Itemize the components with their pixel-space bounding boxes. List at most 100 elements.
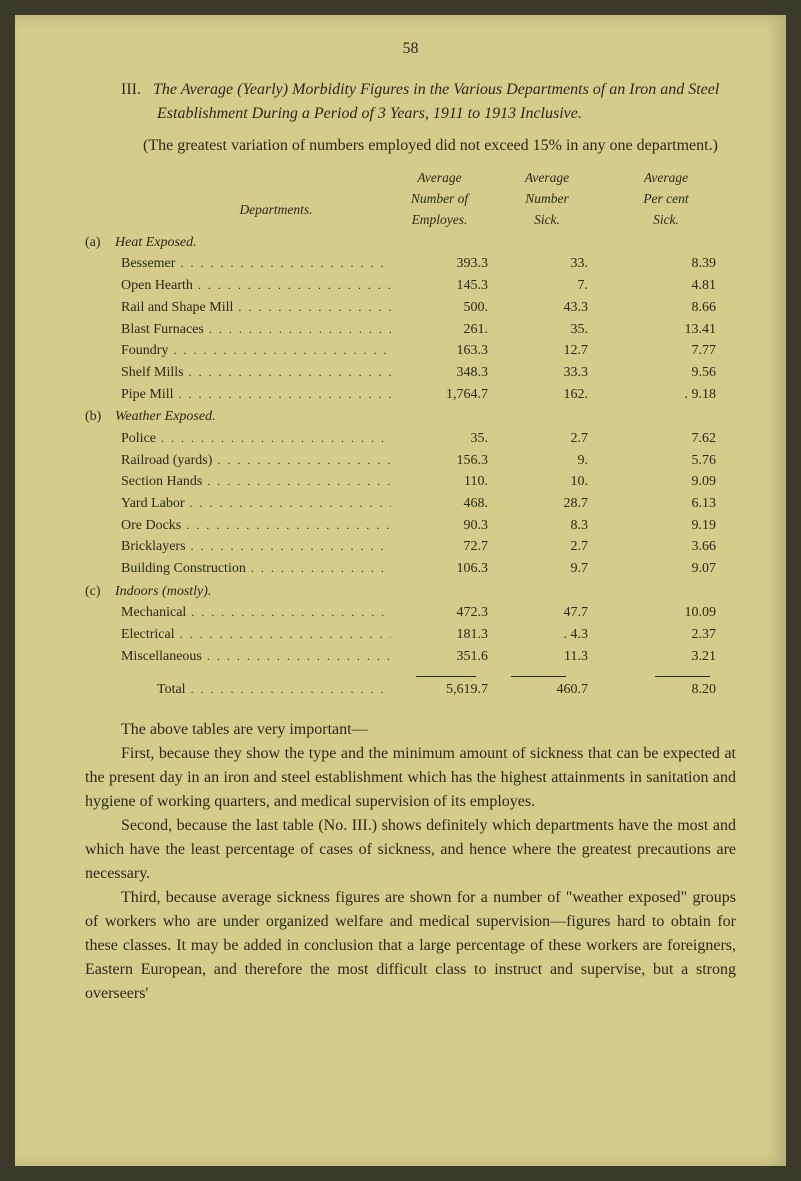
row-employes: 468. (391, 493, 506, 515)
row-sick: 11.3 (506, 646, 616, 668)
row-name: Building Construction (121, 558, 391, 580)
row-name: Electrical (121, 624, 391, 646)
header-sick: Average Number Sick. (506, 168, 616, 231)
row-percent: 2.37 (616, 624, 726, 646)
table-row: Rail and Shape Mill500.43.38.66 (85, 297, 736, 319)
section-roman: III. (121, 81, 141, 98)
row-percent: . 9.18 (616, 384, 726, 406)
table-row: Mechanical472.347.710.09 (85, 602, 736, 624)
section-title-text: The Average (Yearly) Morbidity Figures i… (153, 81, 719, 122)
body-para-1: The above tables are very important— (85, 718, 736, 742)
header-departments-label: Departments. (121, 200, 391, 221)
header-employes-l2: Number of (391, 189, 488, 210)
row-employes: 348.3 (391, 362, 506, 384)
total-percent: 8.20 (616, 679, 726, 701)
row-sick: 35. (506, 319, 616, 341)
row-sick: 162. (506, 384, 616, 406)
table-row: Yard Labor468.28.76.13 (85, 493, 736, 515)
row-percent: 5.76 (616, 450, 726, 472)
table-row: Pipe Mill1,764.7162.. 9.18 (85, 384, 736, 406)
table-row: Ore Docks90.38.39.19 (85, 515, 736, 537)
category-marker: (a) (85, 232, 115, 254)
page-number: 58 (85, 40, 736, 58)
header-percent: Average Per cent Sick. (616, 168, 726, 231)
header-percent-l2: Per cent (616, 189, 716, 210)
body-para-4: Third, because average sickness figures … (85, 886, 736, 1006)
total-label: Total (157, 679, 391, 701)
row-percent: 9.09 (616, 471, 726, 493)
row-percent: 6.13 (616, 493, 726, 515)
row-name: Railroad (yards) (121, 450, 391, 472)
row-sick: 12.7 (506, 340, 616, 362)
category-name: Indoors (mostly). (115, 581, 211, 603)
table-row: Miscellaneous351.611.33.21 (85, 646, 736, 668)
row-sick: 28.7 (506, 493, 616, 515)
row-sick: 33.3 (506, 362, 616, 384)
intro-paragraph: (The greatest variation of numbers emplo… (85, 134, 736, 158)
row-name: Open Hearth (121, 275, 391, 297)
header-sick-l2: Number (506, 189, 588, 210)
row-employes: 90.3 (391, 515, 506, 537)
row-employes: 1,764.7 (391, 384, 506, 406)
row-employes: 351.6 (391, 646, 506, 668)
row-sick: 47.7 (506, 602, 616, 624)
header-sick-l1: Average (506, 168, 588, 189)
row-employes: 500. (391, 297, 506, 319)
total-divider-row (85, 670, 736, 677)
body-text: The above tables are very important— Fir… (85, 718, 736, 1006)
category-marker: (c) (85, 581, 115, 603)
row-name: Yard Labor (121, 493, 391, 515)
header-employes-l1: Average (391, 168, 488, 189)
table-row: Section Hands110.10.9.09 (85, 471, 736, 493)
table-header-row: Departments. Average Number of Employes.… (85, 168, 736, 231)
row-sick: 10. (506, 471, 616, 493)
table-row: Open Hearth145.37.4.81 (85, 275, 736, 297)
total-row: Total 5,619.7 460.7 8.20 (85, 679, 736, 701)
row-employes: 110. (391, 471, 506, 493)
row-employes: 156.3 (391, 450, 506, 472)
row-name: Bessemer (121, 253, 391, 275)
category-row: (b)Weather Exposed. (85, 406, 736, 428)
row-percent: 8.66 (616, 297, 726, 319)
row-name: Shelf Mills (121, 362, 391, 384)
category-name: Weather Exposed. (115, 406, 216, 428)
row-percent: 7.62 (616, 428, 726, 450)
header-percent-l3: Sick. (616, 210, 716, 231)
table-row: Police35.2.77.62 (85, 428, 736, 450)
table-row: Railroad (yards)156.39.5.76 (85, 450, 736, 472)
total-sick: 460.7 (506, 679, 616, 701)
row-employes: 35. (391, 428, 506, 450)
row-percent: 9.19 (616, 515, 726, 537)
table-body: (a)Heat Exposed.Bessemer393.333.8.39Open… (85, 232, 736, 668)
row-employes: 145.3 (391, 275, 506, 297)
total-employes: 5,619.7 (391, 679, 506, 701)
table-row: Shelf Mills348.333.39.56 (85, 362, 736, 384)
table-row: Bricklayers72.72.73.66 (85, 536, 736, 558)
row-percent: 9.07 (616, 558, 726, 580)
row-percent: 8.39 (616, 253, 726, 275)
row-name: Mechanical (121, 602, 391, 624)
row-name: Bricklayers (121, 536, 391, 558)
header-sick-l3: Sick. (506, 210, 588, 231)
row-employes: 106.3 (391, 558, 506, 580)
row-sick: 8.3 (506, 515, 616, 537)
table-row: Building Construction106.39.79.07 (85, 558, 736, 580)
category-row: (c)Indoors (mostly). (85, 581, 736, 603)
row-name: Foundry (121, 340, 391, 362)
row-name: Police (121, 428, 391, 450)
header-departments: Departments. (121, 168, 391, 231)
row-employes: 72.7 (391, 536, 506, 558)
section-title: III. The Average (Yearly) Morbidity Figur… (85, 78, 736, 126)
category-name: Heat Exposed. (115, 232, 197, 254)
row-percent: 7.77 (616, 340, 726, 362)
body-para-2: First, because they show the type and th… (85, 742, 736, 814)
row-employes: 181.3 (391, 624, 506, 646)
row-employes: 163.3 (391, 340, 506, 362)
table-row: Electrical181.3. 4.32.37 (85, 624, 736, 646)
row-name: Miscellaneous (121, 646, 391, 668)
row-sick: 33. (506, 253, 616, 275)
category-row: (a)Heat Exposed. (85, 232, 736, 254)
header-employes: Average Number of Employes. (391, 168, 506, 231)
row-name: Rail and Shape Mill (121, 297, 391, 319)
row-name: Ore Docks (121, 515, 391, 537)
